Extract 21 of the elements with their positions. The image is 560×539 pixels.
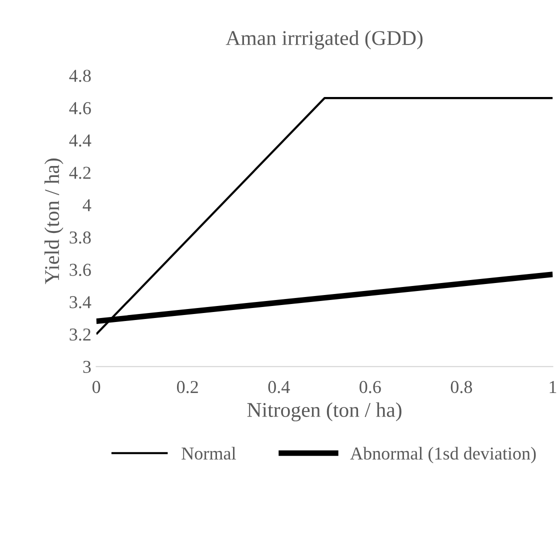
y-tick-label: 4.2 xyxy=(69,166,90,179)
x-axis-title: Nitrogen (ton / ha) xyxy=(247,402,402,422)
y-axis-title: Yield (ton / ha) xyxy=(44,158,64,284)
y-tick-label: 4.6 xyxy=(69,102,91,114)
x-tick-label: 1 xyxy=(550,381,556,393)
y-tick-label: 3 xyxy=(83,360,91,373)
y-tick-label: 3.2 xyxy=(70,328,90,341)
legend-label: Abnormal (1sd deviation) xyxy=(350,446,536,464)
x-tick-label: 0.4 xyxy=(268,380,290,394)
y-tick-label: 4.8 xyxy=(69,70,91,82)
y-tick-label: 4.4 xyxy=(69,134,92,147)
y-tick-label: 3.6 xyxy=(70,264,91,276)
chart-title: Aman irrrigated (GDD) xyxy=(226,30,423,50)
y-tick-label: 4 xyxy=(82,199,92,212)
x-tick-label: 0.6 xyxy=(360,380,381,394)
y-tick-label: 3.4 xyxy=(70,296,92,308)
x-tick-label: 0 xyxy=(92,380,100,394)
x-tick-label: 0.2 xyxy=(177,380,198,394)
legend-label: Normal xyxy=(182,446,236,460)
y-tick-label: 3.8 xyxy=(70,231,91,244)
x-tick-label: 0.8 xyxy=(450,380,472,394)
